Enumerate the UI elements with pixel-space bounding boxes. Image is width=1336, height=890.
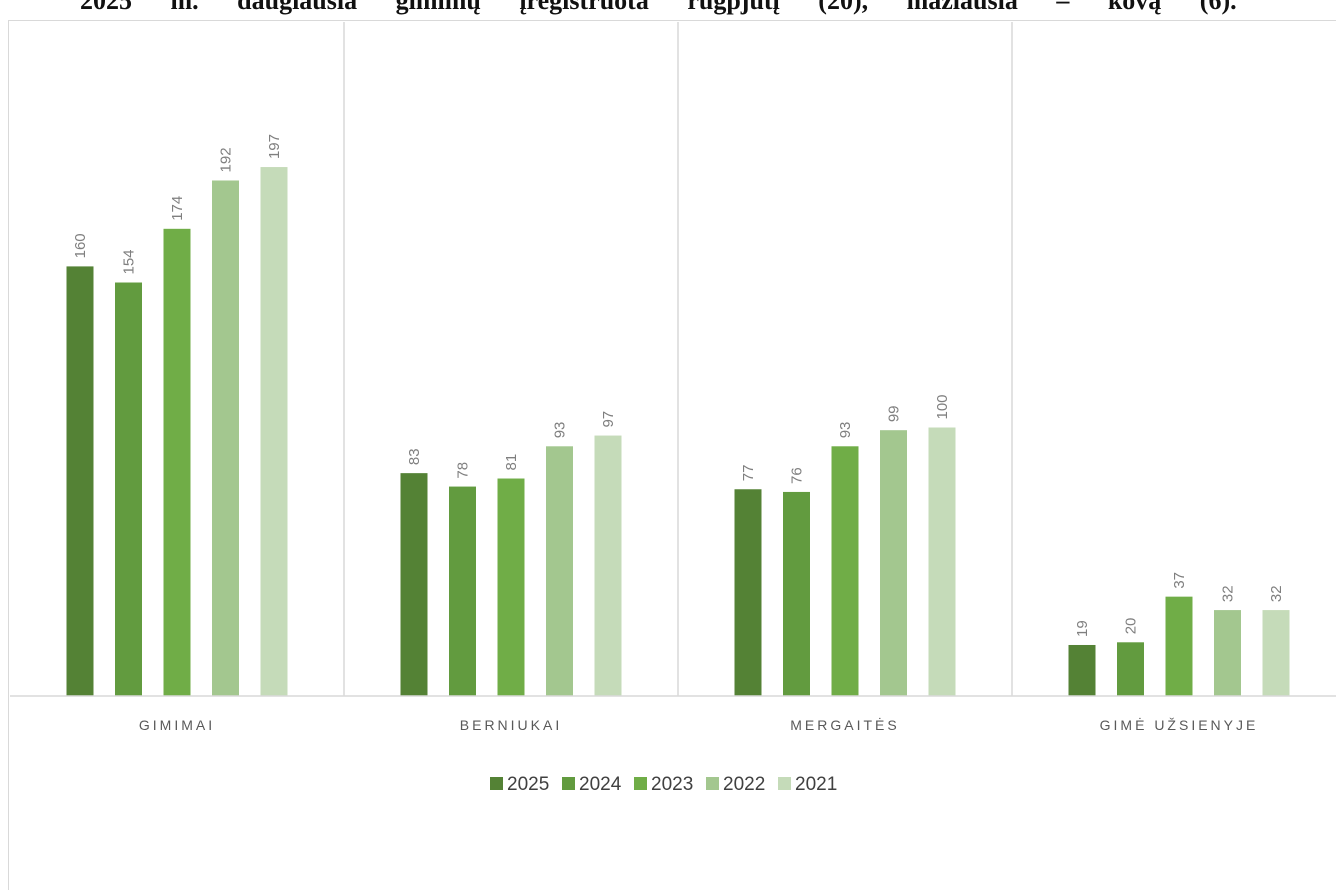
value-label: 154 <box>121 249 138 274</box>
legend: 2025 2024 2023 2022 2021 <box>490 774 837 795</box>
bar-2021-4 <box>1262 610 1290 696</box>
bar-2025-2 <box>400 473 428 696</box>
bar-2025-4 <box>1068 644 1096 696</box>
category-label: GIMIMAI <box>139 717 215 733</box>
bar-2024-4 <box>1117 642 1144 696</box>
legend-swatch-2023 <box>634 777 647 790</box>
value-label: 192 <box>218 147 235 172</box>
category-labels-layer: GIMIMAI BERNIUKAI MERGAITĖS GIMĖ UŽSIENYJE <box>139 716 1259 733</box>
bar-2023-3 <box>831 446 859 696</box>
legend-swatch-2024 <box>562 777 575 790</box>
legend-swatch-2021 <box>778 777 791 790</box>
value-label: 100 <box>934 394 951 419</box>
legend-label: 2022 <box>723 774 765 795</box>
bar-2022-1 <box>212 180 239 697</box>
value-label: 32 <box>1220 585 1237 602</box>
bar-2024-3 <box>783 491 810 696</box>
value-label: 99 <box>886 405 903 422</box>
legend-swatch-2025 <box>490 777 503 790</box>
legend-label: 2024 <box>579 774 622 795</box>
value-label: 76 <box>789 467 806 484</box>
category-label: GIMĖ UŽSIENYJE <box>1100 716 1259 733</box>
value-label: 77 <box>740 465 757 482</box>
bar-2024-2 <box>449 486 476 696</box>
bar-2021-1 <box>260 167 288 696</box>
value-label: 174 <box>169 196 186 221</box>
value-label: 19 <box>1074 620 1091 637</box>
legend-swatch-2022 <box>706 777 719 790</box>
value-label: 197 <box>266 134 283 159</box>
bar-2022-4 <box>1214 610 1241 696</box>
bar-2021-2 <box>594 435 622 696</box>
value-label: 37 <box>1171 572 1188 589</box>
value-label: 93 <box>552 422 569 439</box>
value-label: 20 <box>1123 618 1140 635</box>
value-label: 160 <box>72 233 89 258</box>
value-label: 93 <box>837 422 854 439</box>
legend-label: 2023 <box>651 774 693 795</box>
category-label: BERNIUKAI <box>460 717 562 733</box>
bar-2022-3 <box>880 430 907 696</box>
value-label: 81 <box>503 454 520 471</box>
value-label: 97 <box>600 411 617 428</box>
bar-2025-1 <box>66 266 94 696</box>
category-separators <box>343 22 1013 696</box>
category-label: MERGAITĖS <box>790 716 899 733</box>
bars-layer <box>66 167 1290 697</box>
bar-2025-3 <box>734 489 762 696</box>
bar-2021-3 <box>928 427 956 696</box>
cut-off-paragraph-text: 2025 m. daugiausia gimimų įregistruota r… <box>80 0 1237 15</box>
legend-label: 2021 <box>795 774 837 795</box>
value-label: 78 <box>455 462 472 479</box>
bar-2022-2 <box>546 446 573 696</box>
bar-2023-4 <box>1165 596 1193 696</box>
bar-2023-2 <box>497 478 525 696</box>
bar-2024-1 <box>115 282 142 696</box>
legend-label: 2025 <box>507 774 549 795</box>
value-labels-layer: 160 154 174 192 197 83 78 81 93 97 77 76 93 99 100 19 20… <box>72 134 1285 637</box>
bar-2023-1 <box>163 228 191 696</box>
value-label: 83 <box>406 448 423 465</box>
value-label: 32 <box>1268 585 1285 602</box>
